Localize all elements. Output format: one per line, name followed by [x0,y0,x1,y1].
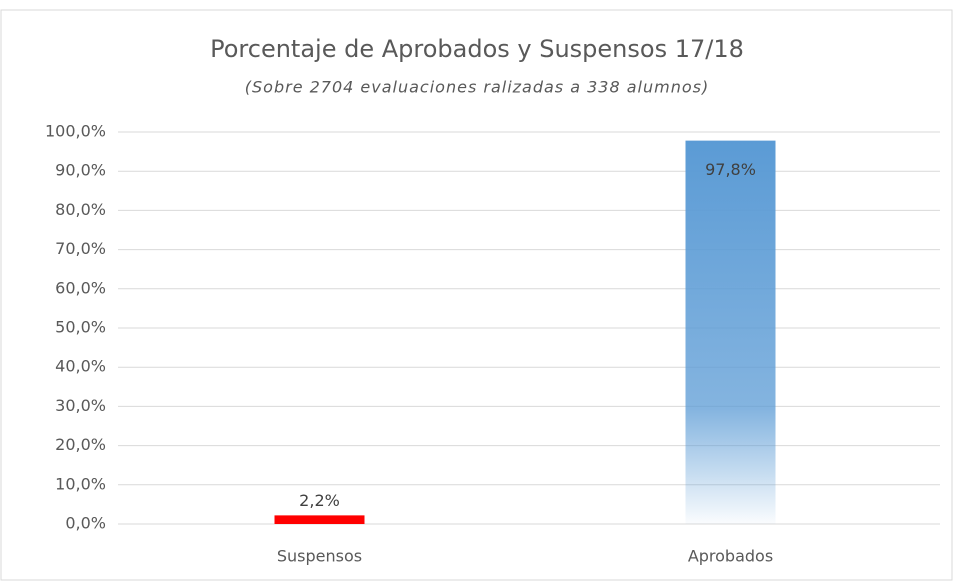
y-tick-label: 70,0% [55,239,106,258]
y-tick-label: 10,0% [55,474,106,493]
y-tick-label: 40,0% [55,357,106,376]
y-tick-label: 0,0% [65,514,106,533]
y-tick-label: 60,0% [55,278,106,297]
y-tick-label: 100,0% [45,122,106,141]
x-tick-label: Aprobados [688,547,773,566]
chart-title: Porcentaje de Aprobados y Suspensos 17/1… [210,35,744,63]
y-tick-label: 20,0% [55,435,106,454]
bar [274,515,365,524]
y-tick-label: 30,0% [55,396,106,415]
bar [685,140,776,524]
y-tick-label: 80,0% [55,200,106,219]
y-tick-label: 50,0% [55,318,106,337]
data-label: 2,2% [299,491,340,510]
chart-subtitle: (Sobre 2704 evaluaciones ralizadas a 338… [245,78,709,97]
y-tick-label: 90,0% [55,161,106,180]
x-tick-label: Suspensos [277,547,362,566]
data-label: 97,8% [705,160,756,179]
